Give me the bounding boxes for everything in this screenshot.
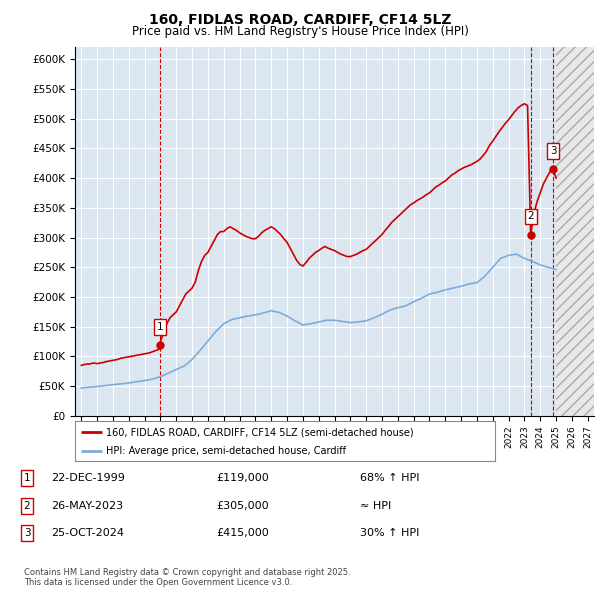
Text: 3: 3 — [23, 529, 31, 538]
Text: HPI: Average price, semi-detached house, Cardiff: HPI: Average price, semi-detached house,… — [107, 445, 347, 455]
Text: ≈ HPI: ≈ HPI — [360, 501, 391, 510]
Text: 22-DEC-1999: 22-DEC-1999 — [51, 473, 125, 483]
Text: £305,000: £305,000 — [216, 501, 269, 510]
Text: 2: 2 — [23, 501, 31, 510]
Text: £119,000: £119,000 — [216, 473, 269, 483]
Text: 3: 3 — [550, 146, 556, 156]
Text: Contains HM Land Registry data © Crown copyright and database right 2025.
This d: Contains HM Land Registry data © Crown c… — [24, 568, 350, 587]
Text: £415,000: £415,000 — [216, 529, 269, 538]
Text: 1: 1 — [157, 322, 163, 332]
Bar — [556, 47, 594, 416]
Text: 30% ↑ HPI: 30% ↑ HPI — [360, 529, 419, 538]
Text: 160, FIDLAS ROAD, CARDIFF, CF14 5LZ (semi-detached house): 160, FIDLAS ROAD, CARDIFF, CF14 5LZ (sem… — [107, 427, 414, 437]
Text: 160, FIDLAS ROAD, CARDIFF, CF14 5LZ: 160, FIDLAS ROAD, CARDIFF, CF14 5LZ — [149, 13, 451, 27]
Text: 26-MAY-2023: 26-MAY-2023 — [51, 501, 123, 510]
Text: 25-OCT-2024: 25-OCT-2024 — [51, 529, 124, 538]
Text: 2: 2 — [527, 211, 534, 221]
Text: Price paid vs. HM Land Registry's House Price Index (HPI): Price paid vs. HM Land Registry's House … — [131, 25, 469, 38]
Text: 68% ↑ HPI: 68% ↑ HPI — [360, 473, 419, 483]
Text: 1: 1 — [23, 473, 31, 483]
